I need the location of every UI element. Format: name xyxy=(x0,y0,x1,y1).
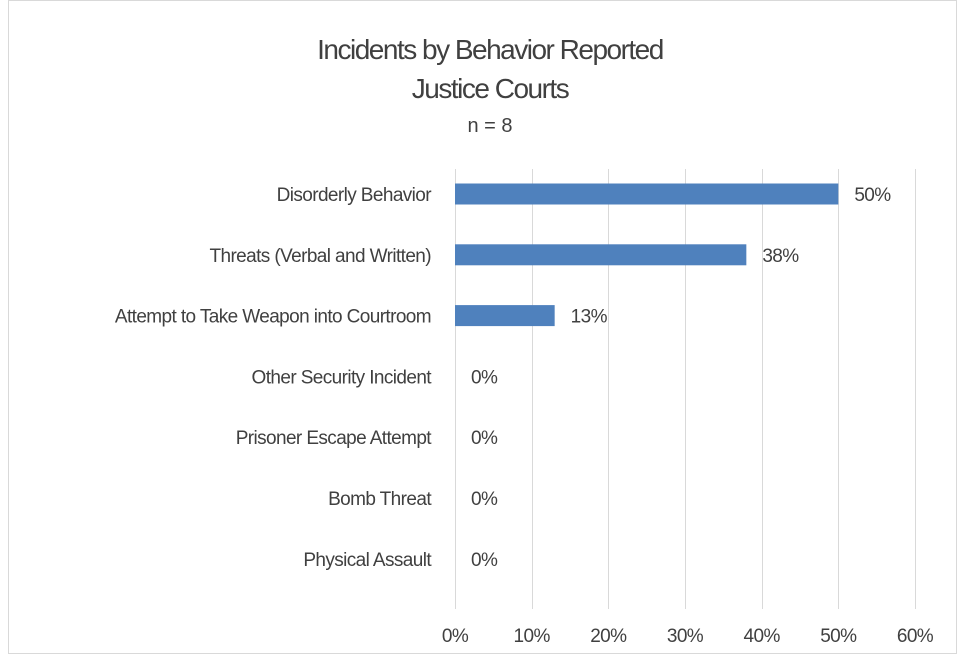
bar xyxy=(455,305,555,327)
bars xyxy=(455,183,839,327)
category-label: Attempt to Take Weapon into Courtroom xyxy=(115,307,431,328)
x-tick-label: 60% xyxy=(897,626,934,647)
bar xyxy=(455,183,839,205)
category-labels: Disorderly Behavior Threats (Verbal and W… xyxy=(115,185,433,571)
chart-sample-size: n = 8 xyxy=(467,115,512,137)
bar xyxy=(455,244,747,266)
data-label: 38% xyxy=(762,246,799,267)
category-label: Other Security Incident xyxy=(252,367,433,388)
data-labels: 50% 38% 13% 0% 0% 0% 0% xyxy=(471,185,892,571)
chart-area: Incidents by Behavior Reported Justice C… xyxy=(8,0,957,654)
category-label: Disorderly Behavior xyxy=(277,185,433,206)
category-label: Prisoner Escape Attempt xyxy=(236,428,433,449)
category-label: Physical Assault xyxy=(303,550,432,571)
x-tick-label: 10% xyxy=(514,626,551,647)
chart-subtitle: Justice Courts xyxy=(412,73,569,104)
data-label: 0% xyxy=(471,489,498,510)
data-label: 0% xyxy=(471,550,498,571)
data-label: 13% xyxy=(571,307,608,328)
category-label: Bomb Threat xyxy=(328,489,432,510)
category-label: Threats (Verbal and Written) xyxy=(209,246,431,267)
x-tick-label: 20% xyxy=(590,626,627,647)
data-label: 0% xyxy=(471,367,498,388)
x-tick-label: 0% xyxy=(442,626,469,647)
chart-title: Incidents by Behavior Reported xyxy=(317,34,663,65)
x-tick-label: 50% xyxy=(820,626,857,647)
data-label: 50% xyxy=(854,185,891,206)
bar-chart: Incidents by Behavior Reported Justice C… xyxy=(115,34,935,647)
x-tick-label: 40% xyxy=(744,626,781,647)
x-axis-ticks: 0% 10% 20% 30% 40% 50% 60% xyxy=(442,626,935,647)
gridlines xyxy=(455,169,916,609)
data-label: 0% xyxy=(471,428,498,449)
x-tick-label: 30% xyxy=(667,626,704,647)
